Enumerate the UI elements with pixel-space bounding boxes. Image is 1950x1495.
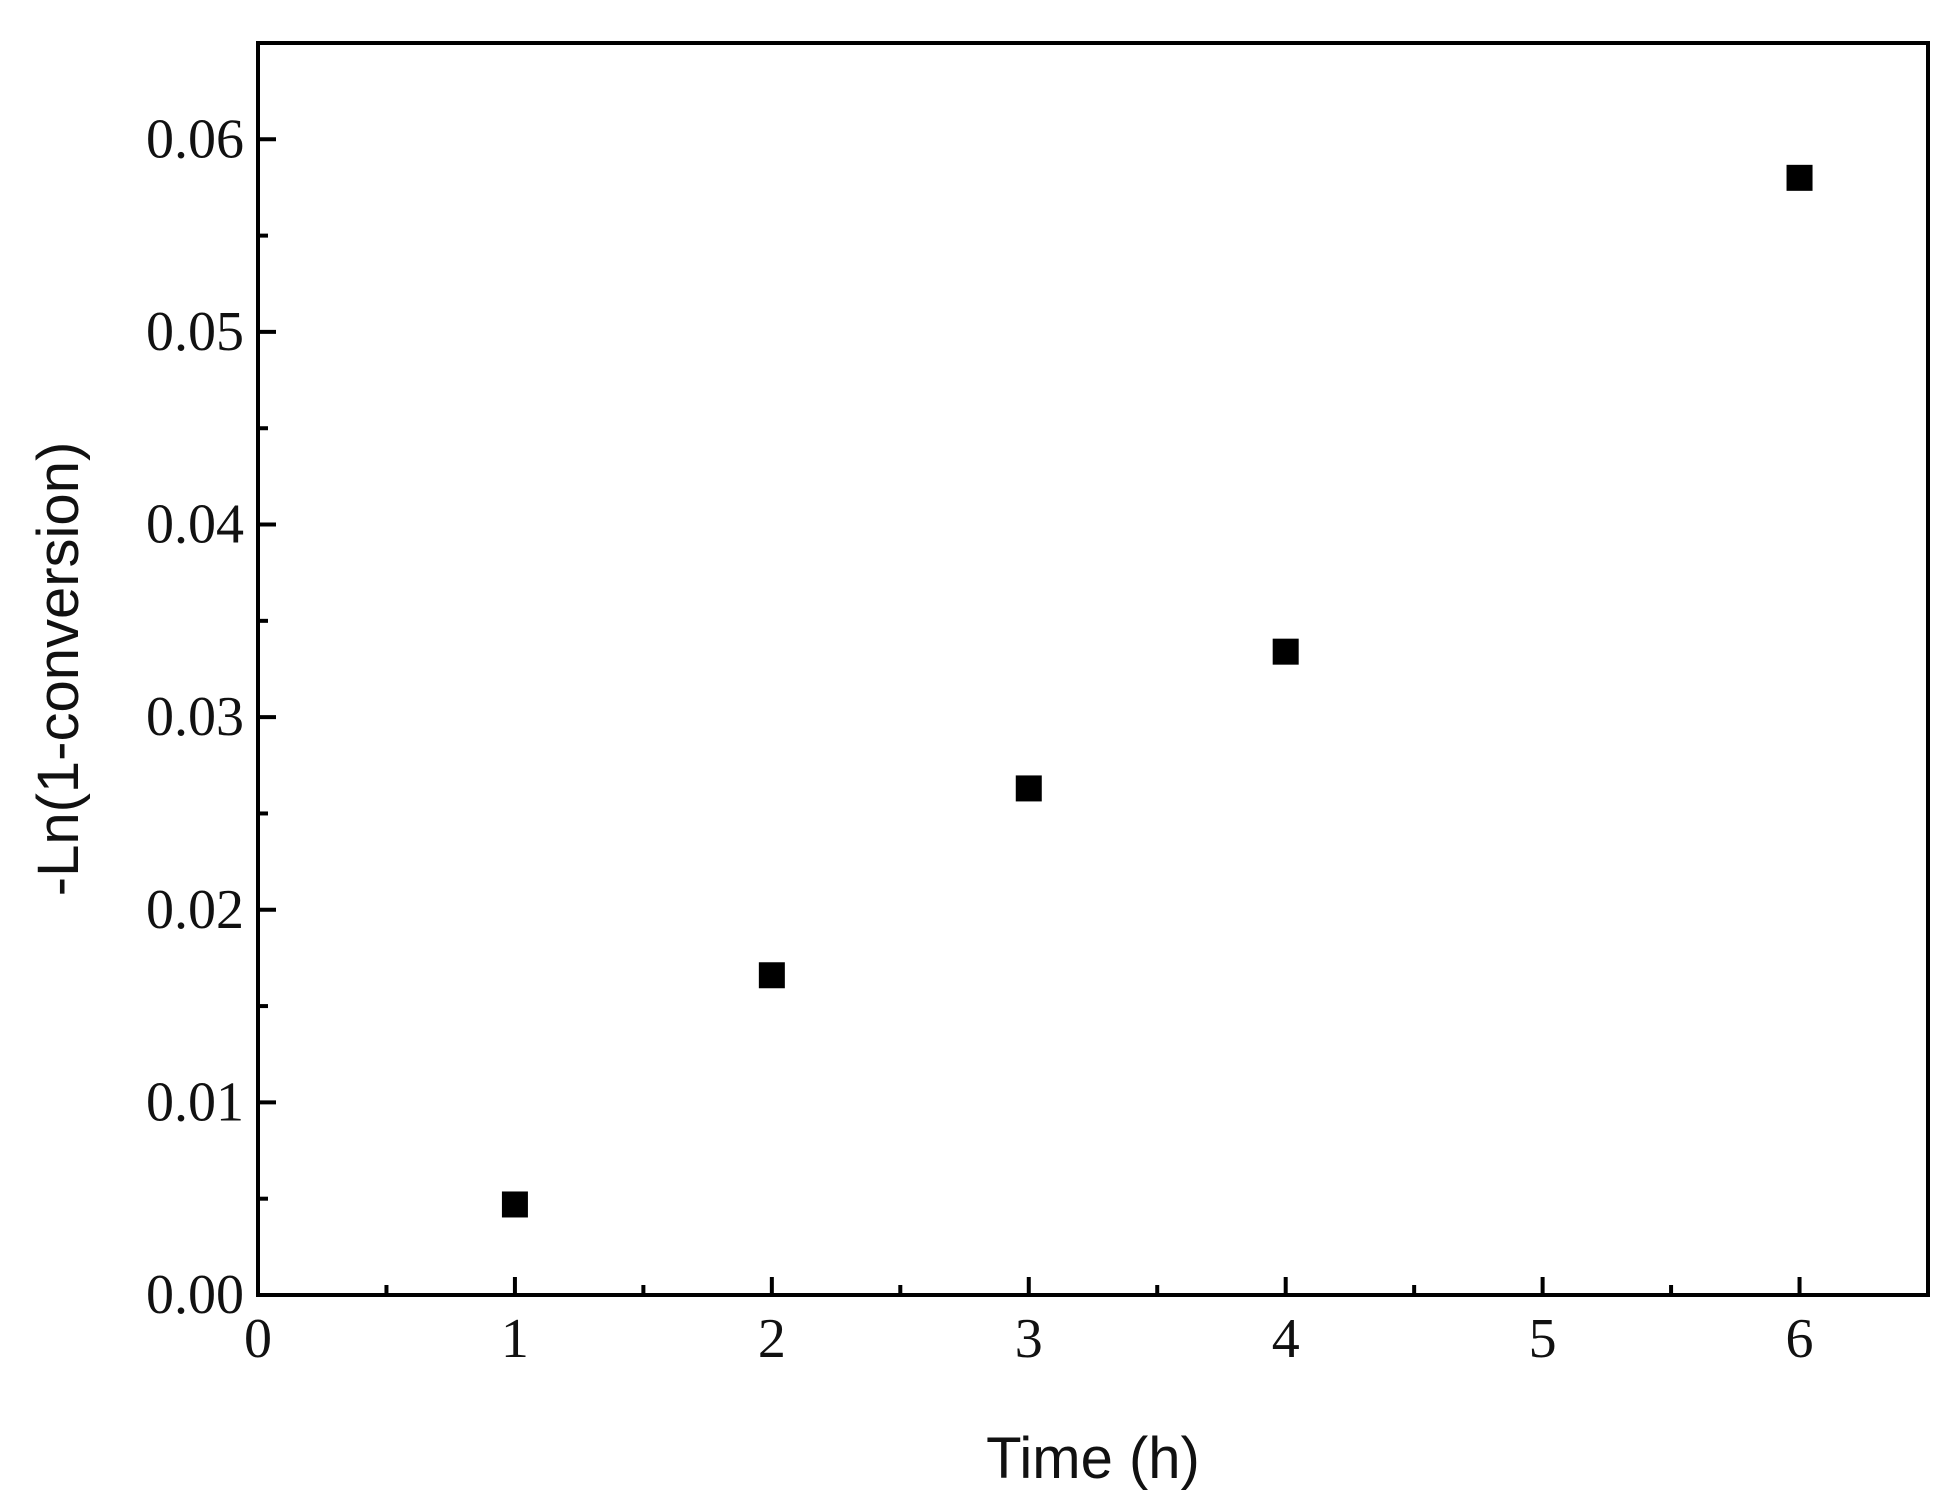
- y-tick-label: 0.05: [146, 301, 244, 363]
- y-tick-label: 0.06: [146, 108, 244, 170]
- x-tick-label: 6: [1786, 1308, 1814, 1370]
- data-point: [1786, 164, 1813, 191]
- data-points: [501, 164, 1813, 1218]
- x-tick-label: 2: [758, 1308, 786, 1370]
- data-point: [501, 1191, 528, 1218]
- x-tick-label: 0: [244, 1308, 272, 1370]
- x-tick-label: 3: [1015, 1308, 1043, 1370]
- y-axis-ticks: [258, 137, 276, 1297]
- y-tick-label: 0.01: [146, 1071, 244, 1133]
- y-axis-tick-labels: 0.00 0.01 0.02 0.03 0.04 0.05 0.06: [146, 108, 244, 1326]
- y-tick-label: 0.03: [146, 686, 244, 748]
- x-axis-ticks: [256, 1277, 1802, 1295]
- x-axis-title: Time (h): [986, 1426, 1200, 1491]
- data-point: [758, 962, 785, 989]
- y-axis-title: -Ln(1-conversion): [26, 442, 91, 897]
- y-tick-label: 0.00: [146, 1264, 244, 1326]
- y-tick-label: 0.04: [146, 494, 244, 556]
- x-tick-label: 4: [1272, 1308, 1300, 1370]
- data-point: [1272, 638, 1299, 665]
- x-tick-label: 5: [1529, 1308, 1557, 1370]
- y-tick-label: 0.02: [146, 879, 244, 941]
- x-axis-tick-labels: 0 1 2 3 4 5 6: [244, 1308, 1814, 1370]
- plot-frame: [256, 41, 1930, 1297]
- data-point: [1015, 775, 1042, 802]
- x-tick-label: 1: [501, 1308, 529, 1370]
